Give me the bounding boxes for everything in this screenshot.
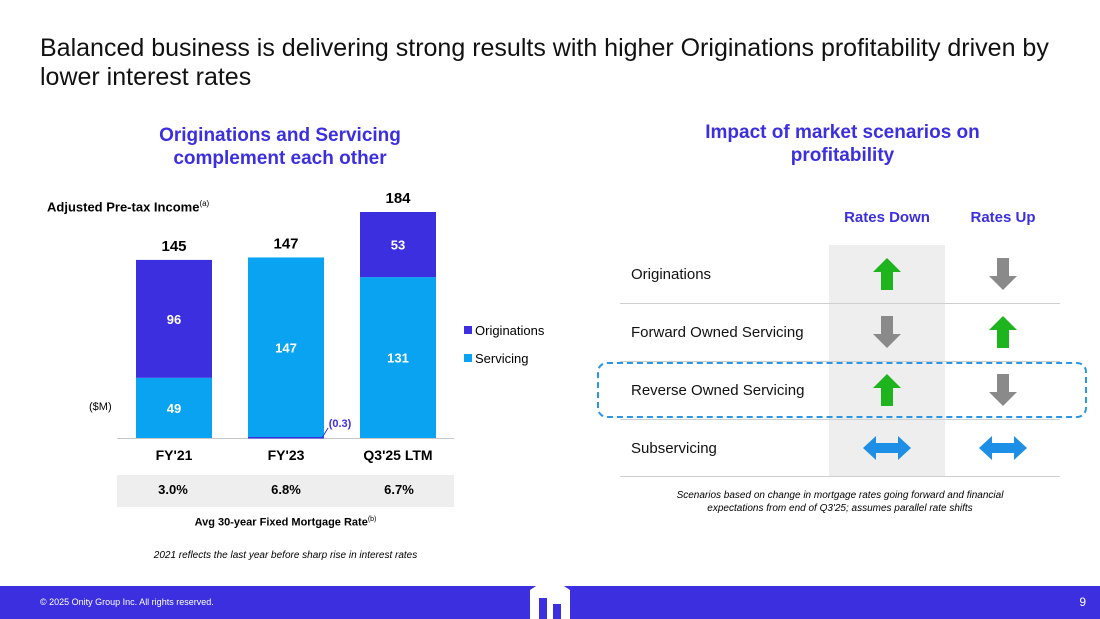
row-label-reverse-owned-servicing: Reverse Owned Servicing xyxy=(631,382,805,399)
onity-logo-icon xyxy=(530,577,570,619)
rate-footnote-marker: (b) xyxy=(367,516,377,523)
neutral-arrow-icon xyxy=(863,436,911,460)
row-divider xyxy=(620,419,1060,420)
up-arrow-icon xyxy=(989,316,1017,348)
right-panel-heading: Impact of market scenarios on profitabil… xyxy=(705,122,980,166)
category-label: FY'21 xyxy=(156,447,193,463)
bar-servicing xyxy=(136,377,212,438)
legend-label: Servicing xyxy=(475,351,528,366)
bar-originations xyxy=(360,212,436,278)
legend-swatch xyxy=(464,354,472,362)
column-header-rates-down: Rates Down xyxy=(844,209,930,226)
rate-caption-text: Avg 30-year Fixed Mortgage Rate xyxy=(194,516,368,529)
bar-servicing xyxy=(360,277,436,438)
data-label-originations: 53 xyxy=(391,238,405,253)
metric-footnote-marker: (a) xyxy=(199,199,210,208)
bar-originations xyxy=(248,437,324,439)
category-label: FY'23 xyxy=(268,447,305,463)
down-arrow-icon xyxy=(873,316,901,348)
callout-line xyxy=(321,427,329,439)
slide-title: Balanced business is delivering strong r… xyxy=(40,34,1049,91)
left-footnote: 2021 reflects the last year before sharp… xyxy=(153,550,418,561)
page-number: 9 xyxy=(1079,595,1086,609)
bar-servicing xyxy=(248,257,324,438)
scenario-note-line: Scenarios based on change in mortgage ra… xyxy=(676,490,1004,501)
highlight-box xyxy=(597,362,1087,418)
rate-caption: Avg 30-year Fixed Mortgage Rate(b) xyxy=(117,516,454,529)
unit-label: ($M) xyxy=(89,401,112,413)
rate-band xyxy=(117,475,454,507)
left-panel-heading: Originations and Servicing complement ea… xyxy=(159,125,401,169)
data-label-originations: 96 xyxy=(167,312,181,327)
row-label-originations: Originations xyxy=(631,266,712,283)
rate-value: 6.7% xyxy=(384,482,414,497)
down-arrow-icon xyxy=(989,374,1017,406)
column-header-rates-up: Rates Up xyxy=(970,209,1036,226)
total-label: 147 xyxy=(273,235,298,252)
rate-value: 3.0% xyxy=(158,482,188,497)
row-label-subservicing: Subservicing xyxy=(631,440,717,457)
down-arrow-icon xyxy=(989,258,1017,290)
metric-label: Adjusted Pre-tax Income(a) xyxy=(47,199,209,214)
legend-label: Originations xyxy=(475,323,545,338)
total-label: 145 xyxy=(161,238,186,255)
neutral-arrow-icon xyxy=(979,436,1027,460)
row-divider xyxy=(620,303,1060,304)
legend-swatch xyxy=(464,326,472,334)
row-divider xyxy=(620,361,1060,362)
scenario-note-line: expectations from end of Q3'25; assumes … xyxy=(707,503,973,514)
category-label: Q3'25 LTM xyxy=(363,447,432,463)
data-label-originations: (0.3) xyxy=(329,418,352,430)
row-label-forward-owned-servicing: Forward Owned Servicing xyxy=(631,324,804,341)
data-label-servicing: 147 xyxy=(275,341,297,356)
total-label: 184 xyxy=(385,190,411,207)
data-label-servicing: 131 xyxy=(387,351,409,366)
row-divider xyxy=(620,476,1060,477)
copyright-notice: © 2025 Onity Group Inc. All rights reser… xyxy=(40,597,214,607)
metric-label-text: Adjusted Pre-tax Income xyxy=(47,199,200,215)
up-arrow-icon xyxy=(873,258,901,290)
bar-originations xyxy=(136,259,212,378)
up-arrow-icon xyxy=(873,374,901,406)
rate-value: 6.8% xyxy=(271,482,301,497)
scenario-note: Scenarios based on change in mortgage ra… xyxy=(620,489,1060,515)
data-label-servicing: 49 xyxy=(167,401,181,416)
